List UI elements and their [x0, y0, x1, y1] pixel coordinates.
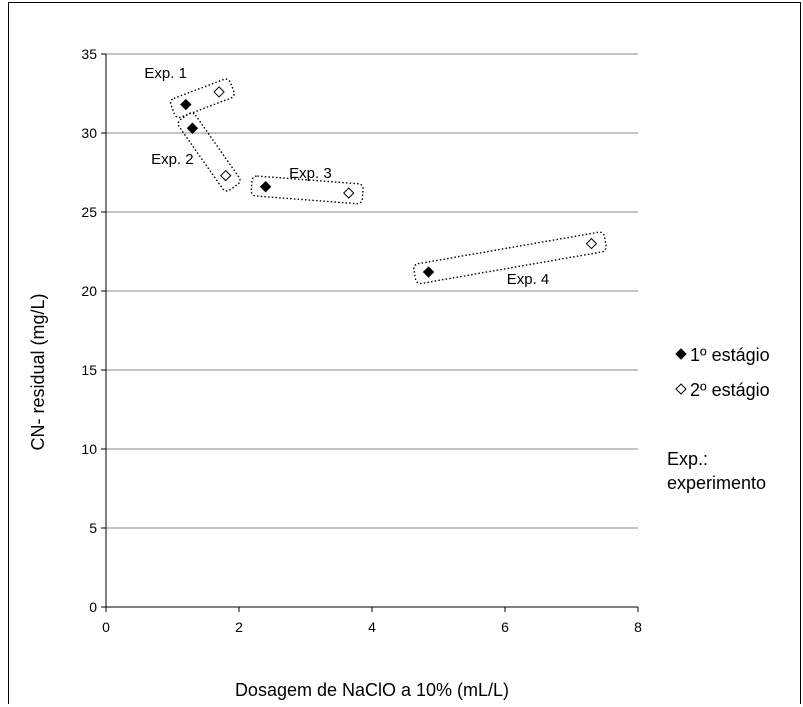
y-tick-label-0: 0	[89, 599, 97, 615]
legend-label-1: 1º estágio	[690, 345, 770, 365]
x-tick-labels: 0 2 4 6 8	[102, 619, 642, 635]
x-tick-label-4: 4	[368, 619, 376, 635]
legend-label-2: 2º estágio	[690, 380, 770, 400]
axes	[101, 53, 639, 612]
point-series-2-4	[585, 237, 598, 250]
y-tick-label-20: 20	[81, 283, 97, 299]
group-box-exp-4	[413, 231, 607, 285]
x-axis-title: Dosagem de NaClO a 10% (mL/L)	[235, 680, 509, 700]
annotation-exp-1: Exp. 1	[144, 65, 187, 82]
x-tick-label-6: 6	[501, 619, 509, 635]
point-series-2-1	[213, 86, 225, 98]
y-tick-labels: 0 5 10 15 20 25 30 35	[81, 46, 97, 615]
y-tick-label-30: 30	[81, 125, 97, 141]
note-line-2: experimento	[667, 473, 766, 493]
chart-frame	[8, 2, 801, 704]
point-series-2-2	[219, 169, 232, 182]
legend-marker-2	[675, 383, 687, 395]
x-tick-label-2: 2	[235, 619, 243, 635]
group-box-exp-3	[250, 175, 364, 205]
annotation-exp-4: Exp. 4	[507, 271, 550, 288]
group-box-exp-2	[177, 112, 241, 192]
experiment-groups	[169, 78, 607, 285]
group-box-exp-1	[169, 78, 235, 119]
y-tick-label-25: 25	[81, 204, 97, 220]
y-axis-title: CN- residual (mg/L)	[28, 293, 48, 450]
x-tick-label-0: 0	[102, 619, 110, 635]
x-tick-label-8: 8	[634, 619, 642, 635]
y-tick-label-10: 10	[81, 441, 97, 457]
point-series-1-2	[186, 122, 199, 134]
annotation-labels: Exp. 1 Exp. 2 Exp. 3 Exp. 4	[144, 65, 549, 288]
y-tick-label-5: 5	[89, 520, 97, 536]
annotation-exp-3: Exp. 3	[289, 165, 332, 182]
point-series-1-1	[180, 98, 192, 111]
gridlines	[106, 53, 638, 529]
legend: 1º estágio 2º estágio	[675, 345, 770, 400]
legend-marker-1	[675, 348, 687, 360]
note-line-1: Exp.:	[667, 449, 708, 469]
annotation-exp-2: Exp. 2	[151, 151, 194, 168]
data-points	[180, 86, 598, 278]
point-series-1-3	[259, 181, 272, 193]
y-tick-label-15: 15	[81, 362, 97, 378]
point-series-2-3	[343, 187, 355, 199]
point-series-1-4	[422, 266, 435, 278]
y-tick-label-35: 35	[81, 46, 97, 62]
